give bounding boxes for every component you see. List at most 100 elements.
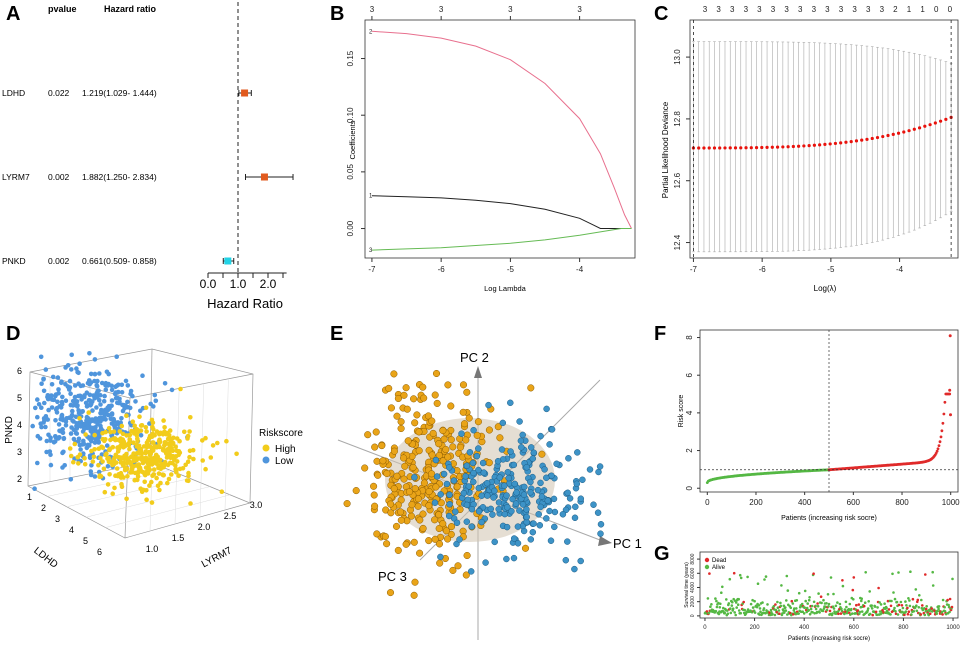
- point-low: [43, 424, 48, 430]
- point-high: [122, 453, 127, 459]
- point-high: [178, 386, 183, 392]
- point-low: [133, 399, 138, 404]
- deviance-point: [733, 146, 738, 150]
- pca-point-low: [519, 501, 527, 508]
- pca-point-high: [463, 551, 471, 560]
- survival-point-dead: [852, 576, 856, 579]
- point-low: [39, 405, 44, 411]
- pca-point-high: [463, 388, 471, 396]
- pca-point-low: [551, 523, 558, 531]
- point-low: [78, 423, 83, 428]
- survival-point-alive: [789, 606, 793, 610]
- d-legend-title: Riskscore: [259, 428, 303, 439]
- b-top-tick-label: 3: [439, 5, 444, 14]
- survival-point-alive: [904, 610, 908, 613]
- survival-point-alive: [784, 609, 788, 612]
- survival-point-alive: [815, 610, 819, 614]
- pca-point-high: [371, 443, 379, 451]
- survival-point-dead: [732, 571, 736, 575]
- point-low: [111, 423, 117, 428]
- point-high: [150, 424, 155, 430]
- pca-point-high: [449, 443, 457, 451]
- pca-point-low: [487, 505, 495, 513]
- pca-point-low: [566, 495, 574, 502]
- survival-point-alive: [749, 602, 753, 606]
- point-low: [96, 469, 102, 475]
- pca-point-low: [597, 530, 604, 537]
- survival-point-alive: [852, 598, 855, 601]
- pca-point-low: [490, 494, 497, 501]
- survival-point-alive: [808, 612, 812, 616]
- panel-label-d: D: [6, 323, 20, 345]
- pca-point-low: [551, 508, 559, 516]
- point-high: [143, 455, 149, 461]
- survival-point-alive: [909, 570, 912, 573]
- deviance-point: [860, 138, 864, 142]
- point-high: [107, 446, 113, 452]
- survival-point-alive: [762, 607, 766, 610]
- c-top-tick-label: 3: [825, 5, 830, 14]
- survival-point-alive: [944, 612, 948, 616]
- survival-point-alive: [737, 609, 741, 612]
- survival-point-dead: [819, 595, 823, 598]
- pca-point-low: [503, 523, 511, 531]
- point-high: [168, 460, 173, 466]
- g-x-label: Patients (increasing risk socre): [788, 636, 870, 642]
- risk-point-high: [949, 413, 952, 417]
- b-x-tick-label: -6: [438, 265, 446, 274]
- pca-point-low: [505, 474, 512, 482]
- pc1-label: PC 1: [613, 536, 642, 551]
- panel-label-b: B: [330, 3, 344, 25]
- survival-point-alive: [860, 599, 863, 603]
- survival-point-dead: [874, 610, 878, 614]
- survival-point-alive: [714, 597, 717, 600]
- survival-point-alive: [753, 599, 756, 603]
- pca-point-high: [408, 501, 416, 509]
- deviance-point: [791, 144, 795, 149]
- b-y-tick-label: 0.15: [346, 50, 355, 66]
- point-low: [46, 407, 51, 413]
- panel-c-cross-validation: C -7 -6 -5 -412.412.612.813.03 3 3 3 3 3 3 3 3 3 3 3 3 3…: [654, 3, 959, 293]
- survival-point-alive: [899, 600, 903, 604]
- point-high: [151, 467, 157, 472]
- point-high: [106, 455, 111, 461]
- pca-point-high: [462, 571, 470, 579]
- survival-point-alive: [923, 613, 927, 617]
- point-high: [119, 423, 125, 429]
- point-high: [208, 455, 214, 460]
- pca-point-low: [503, 555, 510, 563]
- pca-point-low: [527, 489, 534, 496]
- deviance-point: [802, 144, 806, 148]
- d-x-tick-label: 1: [27, 492, 32, 502]
- pca-point-low: [529, 528, 537, 536]
- survival-point-alive: [910, 613, 913, 616]
- pvalue-ldhd: 0.022: [48, 88, 70, 98]
- d-z-tick-label: 3: [17, 447, 22, 457]
- pca-point-high: [459, 381, 468, 389]
- point-high: [151, 472, 157, 477]
- survival-point-alive: [737, 597, 740, 601]
- survival-point-alive: [829, 576, 833, 579]
- pca-point-high: [449, 566, 457, 574]
- point-high: [130, 419, 136, 425]
- pca-point-high: [373, 457, 381, 465]
- point-high: [141, 470, 146, 475]
- point-low: [35, 433, 41, 439]
- pca-point-high: [425, 488, 433, 496]
- survival-point-alive: [784, 606, 787, 609]
- survival-point-dead: [828, 609, 832, 613]
- survival-point-dead: [881, 608, 884, 612]
- survival-point-alive: [791, 602, 795, 605]
- point-high: [123, 465, 128, 471]
- survival-point-alive: [845, 611, 849, 615]
- survival-point-alive: [736, 603, 740, 606]
- hr-point: [241, 89, 249, 97]
- point-low: [69, 367, 74, 372]
- b-y-tick-label: 0.05: [346, 164, 355, 180]
- point-low: [74, 366, 79, 371]
- pca-point-high: [413, 411, 421, 419]
- pca-point-high: [425, 502, 433, 510]
- point-high: [161, 465, 166, 470]
- point-low: [87, 398, 93, 403]
- point-high: [68, 453, 74, 459]
